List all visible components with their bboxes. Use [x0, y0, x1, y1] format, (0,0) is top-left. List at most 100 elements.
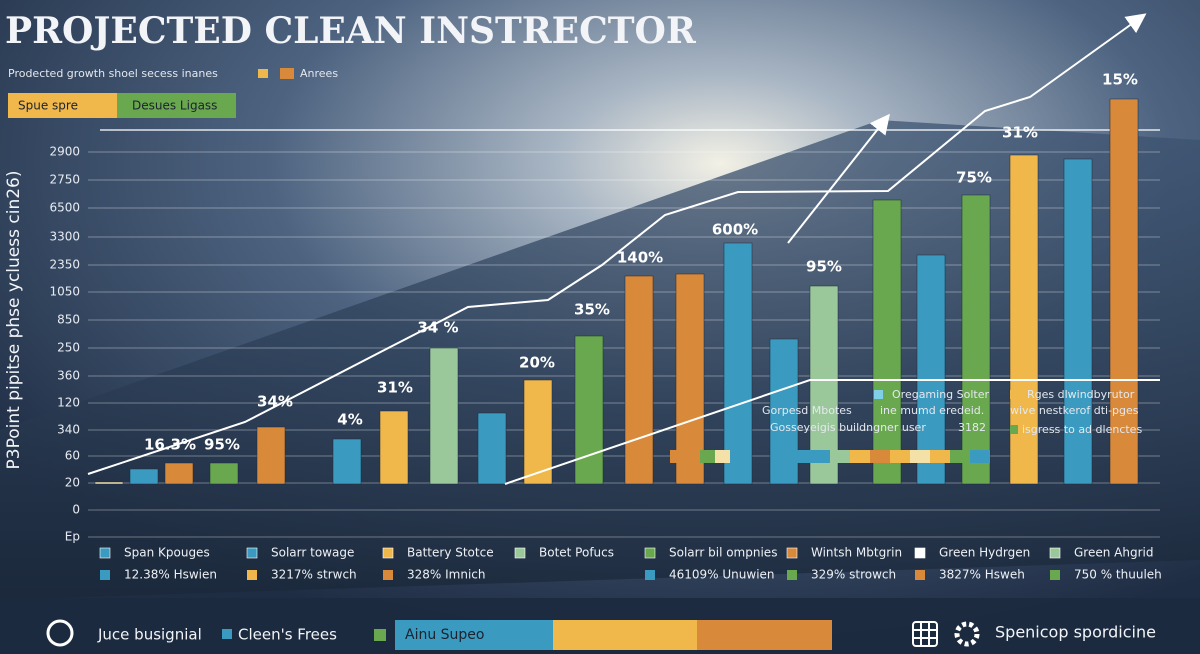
y-tick-label: 120	[57, 396, 80, 410]
legend-name: Green Hydrgen	[939, 546, 1030, 560]
legend-swatch	[787, 570, 797, 580]
legend-detail: 3217% strwch	[271, 568, 357, 582]
filter-label[interactable]: Spue spre	[18, 99, 78, 113]
legend-name: Green Ahgrid	[1074, 546, 1153, 560]
legend-swatch	[99, 547, 111, 559]
inset-legend-text: wive nestkerof dti-pges	[1010, 404, 1139, 417]
y-tick-label: 20	[65, 476, 80, 490]
bar	[256, 426, 286, 485]
progress-segment	[395, 620, 553, 650]
swatch	[1010, 390, 1019, 399]
y-tick-label: 6500	[49, 201, 80, 215]
color-strip	[700, 450, 715, 463]
legend-swatch	[914, 547, 926, 559]
swatch	[374, 629, 386, 641]
bar	[1109, 98, 1139, 485]
y-tick-label: 850	[57, 313, 80, 327]
legend-name: Solarr towage	[271, 546, 354, 560]
color-strip	[670, 450, 685, 463]
color-strip	[870, 450, 890, 463]
grid-icon[interactable]	[912, 621, 938, 647]
bar	[872, 199, 902, 485]
y-axis-label: P3Point pipitse phse ycluess cin26)	[4, 171, 24, 470]
swatch	[874, 390, 883, 399]
bar	[477, 412, 507, 485]
y-tick-label: 60	[65, 449, 80, 463]
inset-legend-text: Gorpesd Mbotes	[762, 404, 852, 417]
legend-swatch	[258, 69, 268, 78]
legend-swatch	[247, 570, 257, 580]
color-strip	[685, 450, 700, 463]
bar-label: 34 %	[417, 319, 458, 337]
bar-label: 35%	[574, 301, 610, 319]
bar-label: 31%	[1002, 124, 1038, 142]
bar	[523, 379, 553, 485]
bar	[916, 254, 946, 485]
legend-swatch	[1049, 547, 1061, 559]
bar	[1063, 158, 1093, 485]
bar-label: 34%	[257, 393, 293, 411]
bar	[94, 481, 124, 485]
color-strip	[715, 450, 730, 463]
y-tick-label: 250	[57, 341, 80, 355]
bar-label: 4%	[337, 411, 362, 429]
legend-name: Botet Pofucs	[539, 546, 614, 560]
legend-swatch	[786, 547, 798, 559]
progress-label: Ainu Supeo	[405, 627, 485, 643]
trend-line	[87, 13, 1147, 475]
color-strip	[890, 450, 910, 463]
bar-label: 140%	[617, 249, 663, 267]
swatch	[1010, 425, 1018, 434]
y-tick-label: 3300	[49, 230, 80, 244]
color-strip	[810, 450, 830, 463]
filter-button[interactable]	[117, 93, 236, 118]
inset-legend-text: isgress to ad dlenctes	[1022, 423, 1142, 436]
legend-detail: 3827% Hsweh	[939, 568, 1025, 582]
bar	[379, 410, 409, 485]
legend-swatch	[100, 570, 110, 580]
color-strip	[950, 450, 970, 463]
footer-text: Cleen's Frees	[238, 626, 337, 644]
legend-swatch	[1050, 570, 1060, 580]
color-strip	[790, 450, 810, 463]
legend-name: Wintsh Mbtgrin	[811, 546, 902, 560]
legend-detail: 328% Imnich	[407, 568, 486, 582]
bar	[675, 273, 705, 485]
legend-swatch	[382, 547, 394, 559]
bar	[429, 347, 459, 485]
filter-label[interactable]: Desues Ligass	[132, 99, 217, 113]
bar-label: 95%	[204, 436, 240, 454]
settings-icon[interactable]	[954, 621, 980, 647]
color-strip	[930, 450, 950, 463]
subtitle: Prodected growth shoel secess inanes	[8, 67, 218, 80]
y-tick-label: Ep	[65, 530, 80, 544]
y-tick-label: 1050	[49, 285, 80, 299]
inset-legend-text: Gosseyeigis buildngner user	[770, 421, 926, 434]
legend-detail: 750 % thuuleh	[1074, 568, 1162, 582]
color-strip	[970, 450, 990, 463]
bar	[574, 335, 604, 485]
filter-button[interactable]	[8, 93, 117, 118]
legend-swatch	[514, 547, 526, 559]
footer-text: Juce busignial	[97, 626, 202, 644]
bar	[961, 194, 991, 485]
bar	[209, 462, 239, 485]
swatch	[222, 629, 232, 639]
progress-segment	[553, 620, 697, 650]
bar	[129, 468, 159, 485]
legend-swatch	[644, 547, 656, 559]
color-strip	[850, 450, 870, 463]
bar	[624, 275, 654, 485]
bar-label: 600%	[712, 221, 758, 239]
y-tick-label: 2900	[49, 145, 80, 159]
y-tick-label: 2350	[49, 258, 80, 272]
title: PROJECTED CLEAN INSTRECTOR	[5, 10, 697, 52]
bar-label: 95%	[806, 258, 842, 276]
legend-swatch	[280, 68, 294, 79]
legend-name: Solarr bil ompnies	[669, 546, 777, 560]
legend-swatch	[383, 570, 393, 580]
bar-label: 75%	[956, 169, 992, 187]
color-strip	[830, 450, 850, 463]
legend-detail: 12.38% Hswien	[124, 568, 217, 582]
footer-text: Spenicop spordicine	[995, 623, 1156, 642]
